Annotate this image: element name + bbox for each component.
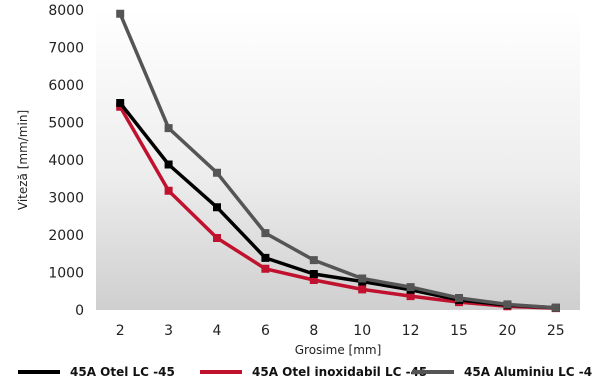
x-tick-label: 3 xyxy=(164,323,173,339)
data-point xyxy=(261,229,270,238)
x-tick-label: 6 xyxy=(261,323,270,339)
data-point xyxy=(551,303,560,312)
y-tick-label: 5000 xyxy=(48,116,84,132)
data-point xyxy=(116,9,125,18)
y-tick-label: 6000 xyxy=(48,78,84,94)
y-tick-label: 7000 xyxy=(48,41,84,57)
legend-swatch xyxy=(200,370,242,374)
x-tick-label: 4 xyxy=(213,323,222,339)
data-point xyxy=(309,270,318,278)
x-tick-label: 25 xyxy=(547,323,565,339)
data-point xyxy=(164,160,173,169)
x-tick-label: 10 xyxy=(353,323,371,339)
x-tick-label: 8 xyxy=(309,323,318,339)
data-point xyxy=(261,253,270,262)
data-point xyxy=(164,124,173,133)
y-tick-label: 1000 xyxy=(48,266,84,282)
legend-item: 45A Otel inoxidabil LC -45 xyxy=(200,362,427,382)
series-line xyxy=(118,13,556,310)
plot-area xyxy=(96,10,580,310)
data-point xyxy=(358,285,367,294)
data-point xyxy=(213,203,221,212)
data-point xyxy=(116,99,125,107)
y-tick-label: 0 xyxy=(75,303,84,319)
y-tick-label: 3000 xyxy=(48,191,84,207)
legend: 45A Otel LC -45 45A Otel inoxidabil LC -4… xyxy=(0,362,592,382)
legend-item: 45A Aluminiu LC -45 xyxy=(412,362,592,382)
data-point xyxy=(503,300,512,309)
y-axis-label: Viteză [mm/min] xyxy=(16,110,30,210)
data-point xyxy=(406,292,415,301)
legend-swatch xyxy=(412,370,454,374)
data-point xyxy=(406,283,415,292)
y-tick-label: 4000 xyxy=(48,153,84,169)
data-point xyxy=(455,294,463,302)
data-point xyxy=(213,168,221,177)
data-point xyxy=(261,264,270,273)
x-tick-label: 2 xyxy=(116,323,125,339)
legend-item: 45A Otel LC -45 xyxy=(18,362,175,382)
legend-swatch xyxy=(18,370,60,374)
y-tick-label: 2000 xyxy=(48,228,84,244)
data-point xyxy=(213,234,221,242)
y-tick-label: 8000 xyxy=(48,3,84,19)
data-point xyxy=(358,274,367,283)
data-point xyxy=(164,186,173,195)
x-tick-label: 20 xyxy=(498,323,516,339)
x-tick-label: 15 xyxy=(450,323,468,339)
data-point xyxy=(309,256,318,265)
x-axis-label: Grosime [mm] xyxy=(295,343,382,357)
legend-label: 45A Aluminiu LC -45 xyxy=(464,365,592,379)
legend-label: 45A Otel inoxidabil LC -45 xyxy=(252,365,428,379)
legend-label: 45A Otel LC -45 xyxy=(70,365,175,379)
x-tick-label: 12 xyxy=(402,323,420,339)
data-point xyxy=(309,276,318,284)
